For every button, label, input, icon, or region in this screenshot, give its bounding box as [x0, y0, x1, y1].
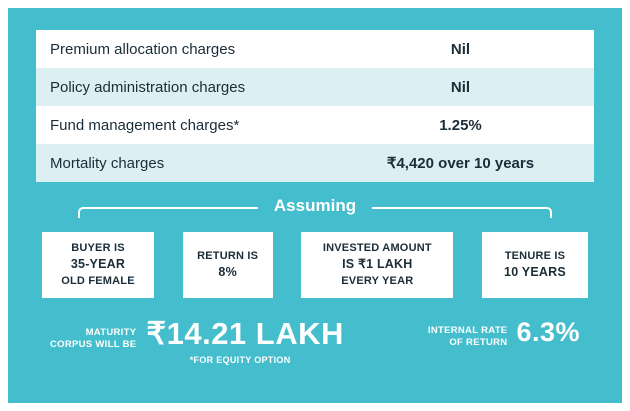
assumption-line-emphasis: 8% [218, 264, 237, 279]
maturity-value: ₹14.21 LAKH [146, 316, 344, 351]
assuming-heading: Assuming [257, 196, 373, 217]
infographic-panel: Premium allocation charges Nil Policy ad… [8, 8, 622, 403]
charge-value: Nil [450, 78, 471, 96]
results-row: MATURITY CORPUS WILL BE ₹14.21 LAKH *FOR… [50, 316, 580, 365]
maturity-label-line2: CORPUS WILL BE [50, 339, 137, 351]
assumption-line: EVERY YEAR [341, 274, 414, 287]
assumption-line: RETURN IS [197, 249, 259, 262]
assumption-line-emphasis: 35-YEAR [70, 257, 126, 272]
table-row: Premium allocation charges Nil [36, 30, 594, 68]
equity-option-footnote: *FOR EQUITY OPTION [189, 354, 291, 365]
maturity-label-line1: MATURITY [85, 327, 137, 338]
table-row: Fund management charges* 1.25% [36, 106, 594, 144]
maturity-label: MATURITY CORPUS WILL BE [50, 327, 136, 352]
assumption-box-buyer: BUYER IS 35-YEAR OLD FEMALE [42, 232, 154, 298]
irr-label-line2: OF RETURN [449, 337, 508, 349]
assumption-line-emphasis: 10 YEARS [504, 264, 566, 279]
assumption-line-emphasis: IS ₹1 LAKH [342, 257, 413, 272]
assumption-line: INVESTED AMOUNT [322, 241, 432, 254]
irr-label: INTERNAL RATE OF RETURN [428, 325, 508, 350]
assumption-box-tenure: TENURE IS 10 YEARS [481, 232, 588, 298]
charge-value: ₹4,420 over 10 years [386, 155, 535, 172]
assumption-box-investment: INVESTED AMOUNT IS ₹1 LAKH EVERY YEAR [301, 232, 454, 298]
assumption-line: OLD FEMALE [61, 274, 135, 287]
irr-label-line1: INTERNAL RATE [427, 325, 508, 336]
charge-label: Policy administration charges [50, 78, 246, 96]
assumption-line: BUYER IS [71, 241, 125, 254]
assumption-boxes: BUYER IS 35-YEAR OLD FEMALE RETURN IS 8%… [42, 232, 588, 298]
charges-table: Premium allocation charges Nil Policy ad… [36, 30, 594, 182]
assuming-bracket: Assuming [78, 196, 552, 220]
charge-label: Fund management charges* [50, 116, 240, 134]
irr-value: 6.3% [516, 317, 580, 347]
charge-label: Premium allocation charges [50, 40, 236, 58]
assumption-line: TENURE IS [504, 249, 566, 262]
charge-value: 1.25% [439, 116, 482, 134]
table-row: Mortality charges ₹4,420 over 10 years [36, 144, 594, 182]
maturity-value-block: ₹14.21 LAKH *FOR EQUITY OPTION [136, 316, 344, 365]
charge-value: Nil [450, 40, 471, 58]
charge-label: Mortality charges [50, 154, 165, 172]
assumption-box-return: RETURN IS 8% [182, 232, 273, 298]
table-row: Policy administration charges Nil [36, 68, 594, 106]
irr-block: INTERNAL RATE OF RETURN 6.3% [428, 318, 580, 350]
